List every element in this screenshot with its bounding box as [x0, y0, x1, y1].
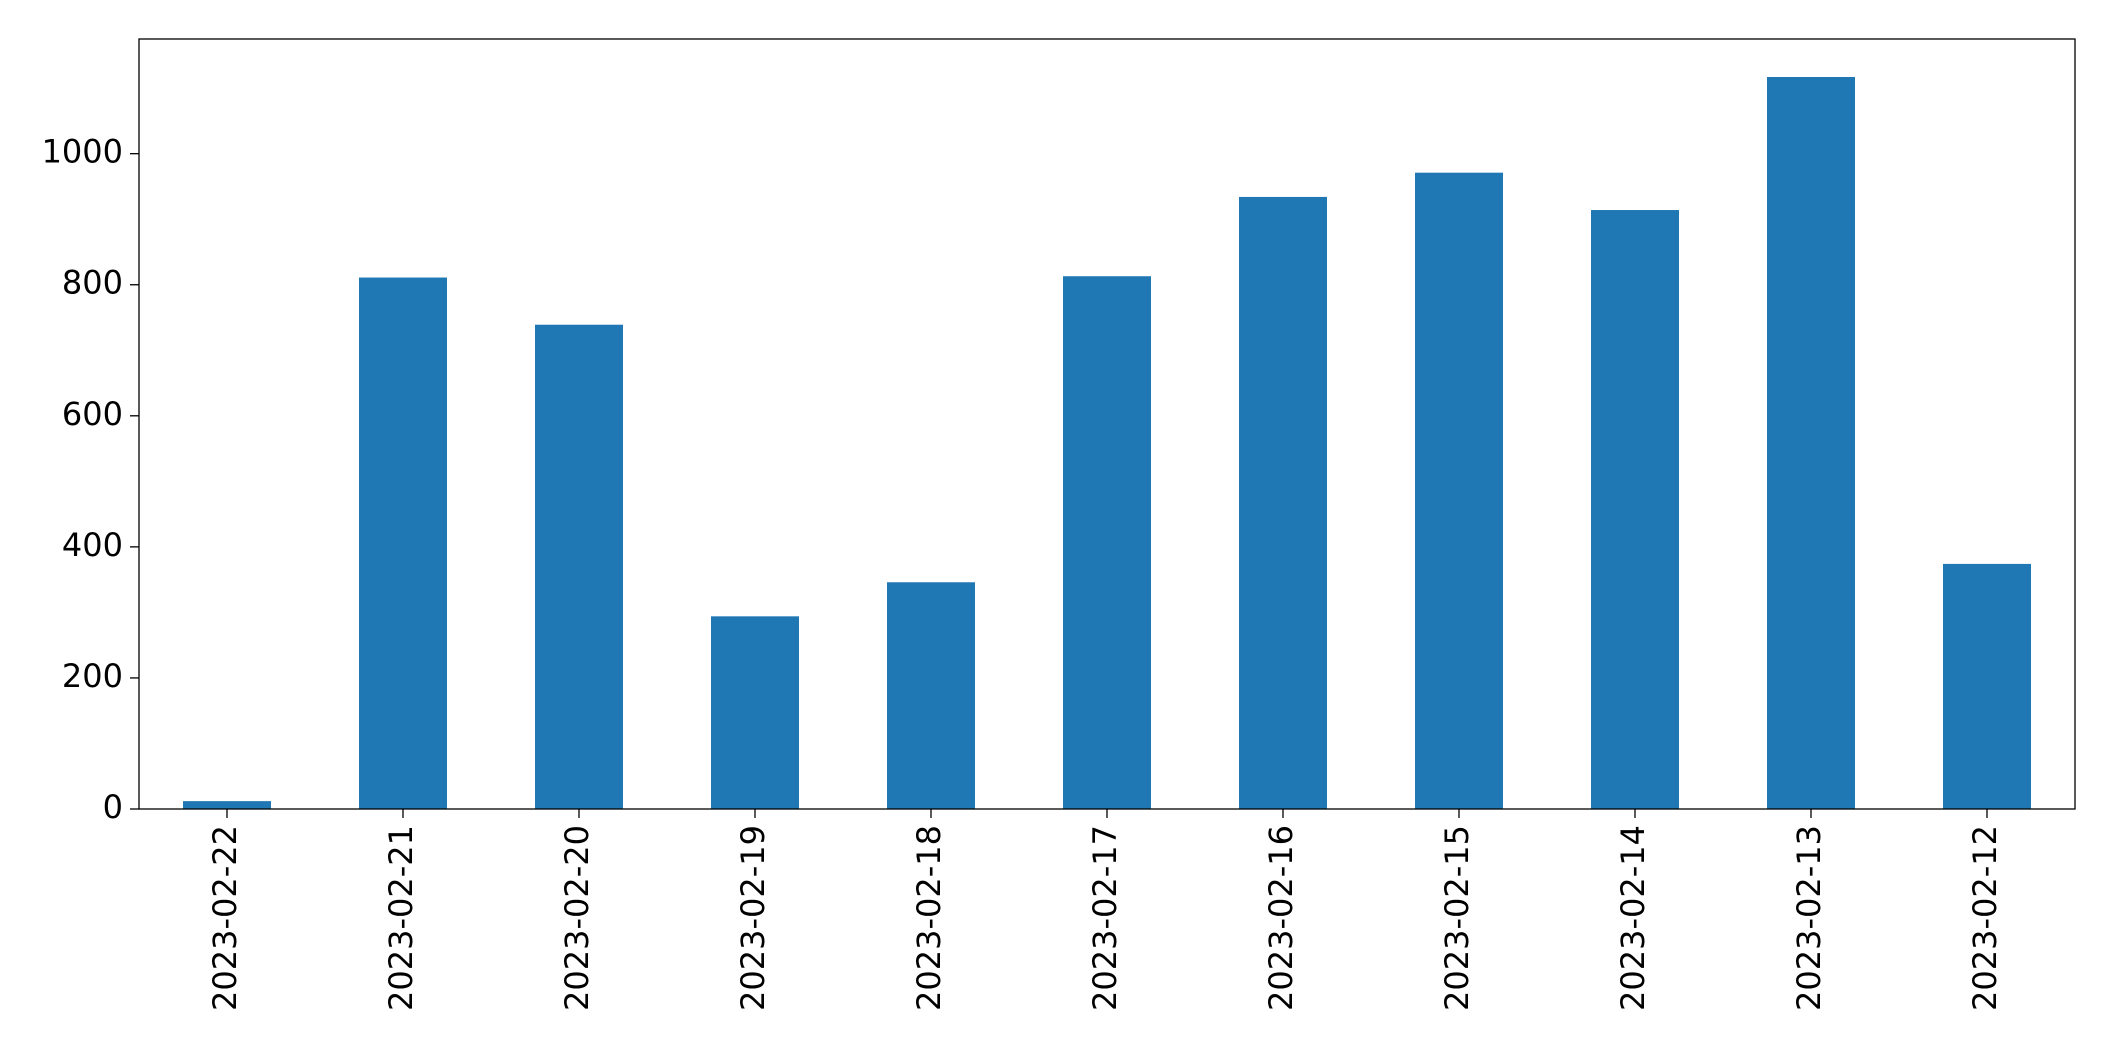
- y-tick-label: 0: [103, 788, 123, 826]
- x-tick-label: 2023-02-14: [1614, 825, 1652, 1011]
- y-tick-label: 800: [62, 264, 123, 302]
- plot-frame: [138, 38, 2076, 810]
- x-tick-label: 2023-02-21: [382, 825, 420, 1011]
- y-tick-label: 600: [62, 395, 123, 433]
- bar: [1415, 172, 1503, 809]
- y-tick-label: 200: [62, 657, 123, 695]
- bar: [359, 277, 447, 810]
- bar: [711, 616, 799, 809]
- x-tick-label: 2023-02-15: [1438, 825, 1476, 1011]
- bar: [183, 801, 271, 809]
- bar: [1591, 210, 1679, 809]
- bar: [1063, 276, 1151, 809]
- x-tick-label: 2023-02-20: [558, 825, 596, 1011]
- y-tick-label: 400: [62, 526, 123, 564]
- x-tick-label: 2023-02-19: [734, 825, 772, 1011]
- bar: [1239, 196, 1327, 810]
- bar: [1767, 77, 1855, 809]
- x-tick-label: 2023-02-12: [1966, 825, 2004, 1011]
- y-tick-label: 1000: [42, 133, 123, 171]
- x-tick-label: 2023-02-16: [1262, 825, 1300, 1011]
- bar: [887, 582, 975, 809]
- x-tick-label: 2023-02-13: [1790, 825, 1828, 1011]
- bar: [535, 324, 623, 809]
- bar: [1943, 563, 2031, 809]
- x-tick-label: 2023-02-22: [206, 825, 244, 1011]
- x-tick-label: 2023-02-18: [910, 825, 948, 1011]
- x-tick-label: 2023-02-17: [1086, 825, 1124, 1011]
